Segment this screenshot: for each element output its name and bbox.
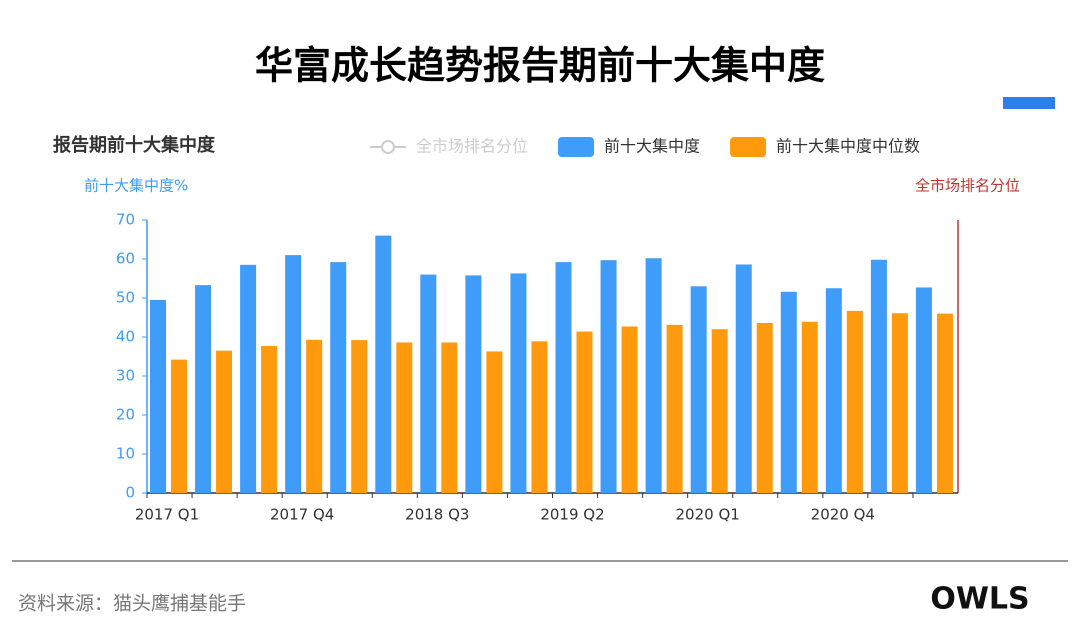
bar: [330, 262, 347, 493]
bar: [645, 258, 662, 493]
bar: [441, 342, 458, 493]
bar: [936, 313, 953, 493]
legend-symbol: [558, 137, 595, 157]
bar: [486, 351, 503, 493]
bar: [216, 350, 233, 493]
legend-label: 全市场排名分位: [416, 137, 528, 156]
bar: [351, 340, 368, 493]
bar: [396, 342, 413, 493]
legend-symbol: [730, 137, 767, 157]
bar: [510, 273, 527, 493]
bar: [555, 262, 572, 493]
bar: [690, 286, 707, 493]
x-tick-label: 2017 Q4: [270, 506, 334, 524]
logo: OWLS: [930, 582, 1029, 617]
bar: [666, 324, 683, 493]
x-tick-label: 2018 Q3: [405, 506, 469, 524]
legend-label: 前十大集中度中位数: [776, 137, 920, 156]
bar: [150, 299, 166, 493]
y-tick-label: 0: [125, 484, 135, 502]
y-tick-label: 40: [116, 328, 135, 346]
x-tick-label: 2020 Q1: [676, 506, 740, 524]
bar: [780, 291, 797, 493]
bar: [711, 329, 728, 493]
x-tick-label: 2017 Q1: [135, 506, 199, 524]
y-tick-label: 20: [116, 406, 135, 424]
bar: [846, 310, 863, 493]
bar: [375, 235, 392, 493]
y-tick-label: 10: [116, 445, 135, 463]
bar: [531, 341, 548, 493]
page-title: 华富成长趋势报告期前十大集中度: [255, 44, 825, 88]
bar: [195, 285, 212, 493]
bar: [261, 345, 278, 493]
bar: [306, 339, 323, 493]
bar: [735, 264, 752, 493]
bar: [801, 321, 818, 493]
bar: [915, 287, 932, 493]
legend-symbol: [381, 140, 395, 154]
bar: [420, 274, 437, 493]
y-tick-label: 50: [116, 289, 135, 307]
bar: [171, 359, 187, 493]
bar: [576, 331, 593, 493]
y-tick-label: 30: [116, 367, 135, 385]
bar: [825, 288, 842, 493]
bar: [756, 322, 773, 493]
y-axis-label: 前十大集中度%: [84, 177, 188, 195]
y-tick-label: 70: [116, 211, 135, 229]
bar: [465, 275, 482, 493]
decoration: [1003, 97, 1055, 109]
bar: [600, 260, 617, 493]
bar: [891, 313, 908, 493]
source: 资料来源：猫头鹰捕基能手: [18, 593, 246, 615]
x-tick-label: 2020 Q4: [811, 506, 875, 524]
bar: [621, 326, 638, 493]
bar: [870, 259, 887, 493]
x-tick-label: 2019 Q2: [540, 506, 604, 524]
legend-label: 前十大集中度: [604, 137, 700, 156]
chart-title: 报告期前十大集中度: [53, 134, 216, 156]
bar: [240, 264, 257, 493]
y-tick-label: 60: [116, 250, 135, 268]
y2-axis-label: 全市场排名分位: [915, 177, 1020, 195]
bar: [285, 255, 302, 493]
